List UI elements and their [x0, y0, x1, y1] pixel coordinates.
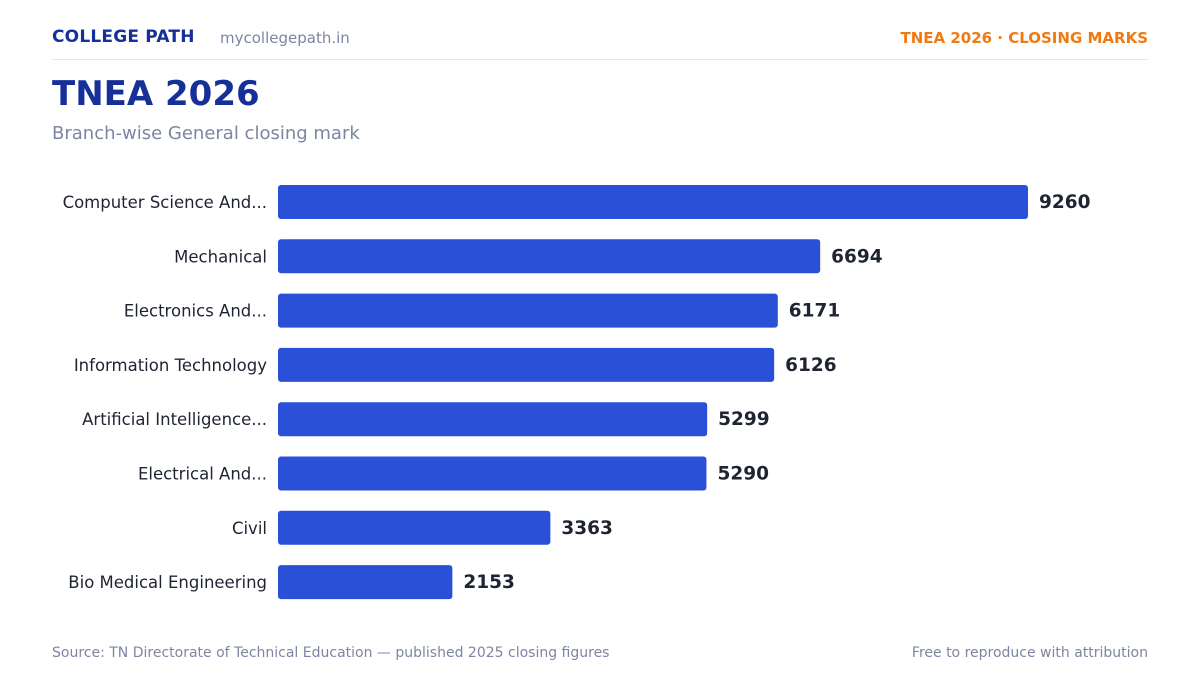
bar: [278, 456, 707, 491]
brand-name: COLLEGE PATH: [52, 27, 195, 47]
category-label: Mechanical: [174, 247, 267, 266]
source-note: Source: TN Directorate of Technical Educ…: [52, 645, 610, 661]
category-label: Electronics And...: [124, 302, 267, 321]
site-url[interactable]: mycollegepath.in: [220, 29, 350, 47]
value-label: 3363: [561, 518, 613, 539]
header-tag: TNEA 2026 · CLOSING MARKS: [900, 29, 1148, 47]
bar: [278, 402, 708, 437]
bar: [278, 510, 551, 545]
bar: [278, 293, 778, 328]
category-label: Computer Science And...: [63, 193, 267, 212]
header: COLLEGE PATH mycollegepath.in TNEA 2026 …: [52, 0, 1148, 60]
value-label: 6126: [785, 355, 837, 376]
value-label: 6694: [831, 246, 883, 267]
bar: [278, 239, 821, 274]
category-label: Information Technology: [74, 356, 267, 375]
page-title: TNEA 2026: [52, 74, 260, 114]
bar: [278, 347, 775, 382]
category-label: Electrical And...: [138, 465, 267, 484]
value-label: 2153: [463, 572, 514, 593]
value-label: 6171: [789, 301, 841, 322]
license-note: Free to reproduce with attribution: [911, 645, 1148, 661]
category-label: Bio Medical Engineering: [68, 573, 267, 592]
value-label: 5299: [718, 409, 770, 430]
category-label: Civil: [232, 519, 267, 538]
value-label: 5290: [717, 464, 769, 485]
page-subtitle: Branch-wise General closing mark: [52, 123, 360, 144]
bar: [278, 185, 1028, 219]
category-label: Artificial Intelligence...: [82, 410, 267, 429]
bar: [278, 565, 453, 600]
bar-chart: Computer Science And... 9260 Mechanical 669…: [63, 185, 1091, 600]
value-label: 9260: [1039, 192, 1091, 213]
